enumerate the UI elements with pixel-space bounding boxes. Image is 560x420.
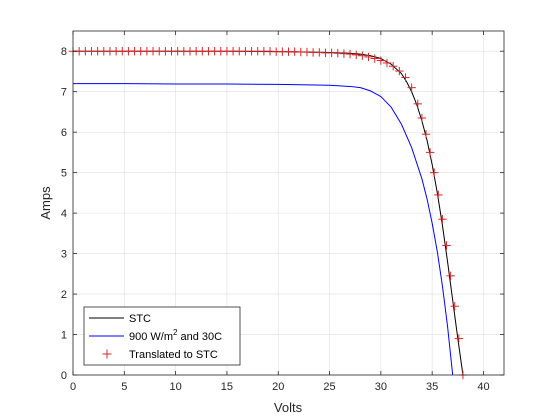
grid bbox=[72, 31, 504, 376]
y-tick-label: 1 bbox=[61, 330, 67, 342]
legend-label-900w-prefix: 900 W/m bbox=[129, 331, 173, 343]
legend-label-stc: STC bbox=[129, 313, 151, 325]
x-tick-label: 25 bbox=[323, 381, 335, 393]
series-900w-30c-line bbox=[73, 83, 454, 376]
plus-marker bbox=[421, 130, 431, 139]
y-tick-label: 2 bbox=[61, 289, 67, 301]
plus-marker bbox=[370, 54, 379, 63]
legend: STC 900 W/m2 and 30C Translated to STC bbox=[83, 306, 241, 366]
plot-frame bbox=[72, 30, 505, 376]
legend-swatch-translated bbox=[102, 349, 112, 359]
plus-marker bbox=[425, 148, 435, 157]
y-tick-label: 5 bbox=[61, 168, 67, 180]
plus-marker bbox=[364, 52, 373, 62]
plus-marker bbox=[446, 271, 455, 281]
y-tick-label: 3 bbox=[61, 249, 67, 261]
plus-marker bbox=[417, 113, 427, 123]
plus-marker bbox=[388, 62, 398, 71]
x-tick-label: 40 bbox=[477, 381, 489, 393]
plus-marker bbox=[434, 190, 443, 200]
y-axis-label: Amps bbox=[38, 186, 53, 220]
plus-marker bbox=[442, 241, 451, 250]
x-tick-label: 0 bbox=[70, 381, 76, 393]
plus-marker bbox=[352, 50, 361, 60]
y-tick-label: 0 bbox=[61, 370, 67, 382]
y-tick-label: 6 bbox=[61, 127, 67, 139]
plus-marker bbox=[454, 334, 464, 343]
plus-marker bbox=[450, 302, 459, 311]
plus-marker bbox=[401, 73, 410, 82]
x-tick-label: 30 bbox=[375, 381, 387, 393]
legend-label-900w-suffix: and 30C bbox=[177, 331, 222, 343]
plus-marker bbox=[395, 66, 404, 76]
ticks: 0 5 10 15 20 25 30 35 40 0 1 2 3 4 5 6 7 8 bbox=[61, 31, 504, 393]
x-axis-label: Volts bbox=[274, 400, 303, 415]
plus-marker bbox=[430, 168, 439, 177]
plus-marker bbox=[345, 49, 355, 59]
y-tick-label: 8 bbox=[61, 46, 67, 58]
x-tick-label: 10 bbox=[169, 381, 181, 393]
plus-marker bbox=[407, 83, 416, 92]
legend-label-900w-sup: 2 bbox=[173, 328, 178, 337]
plus-marker bbox=[358, 51, 367, 60]
x-tick-label: 20 bbox=[272, 381, 284, 393]
series-layer bbox=[68, 47, 468, 380]
plus-marker bbox=[376, 56, 386, 65]
legend-label-900w: 900 W/m2 and 30C bbox=[129, 328, 222, 343]
x-tick-label: 5 bbox=[121, 381, 127, 393]
y-tick-label: 7 bbox=[61, 87, 67, 99]
x-tick-label: 15 bbox=[221, 381, 233, 393]
legend-label-translated: Translated to STC bbox=[129, 349, 218, 361]
series-translated-to-stc-markers bbox=[68, 47, 468, 380]
plus-marker bbox=[382, 58, 392, 68]
y-tick-label: 4 bbox=[61, 208, 67, 220]
x-tick-label: 35 bbox=[426, 381, 438, 393]
plus-marker bbox=[438, 214, 447, 224]
plus-marker bbox=[413, 99, 422, 109]
